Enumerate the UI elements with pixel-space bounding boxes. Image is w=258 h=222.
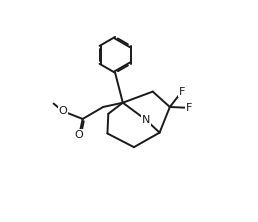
Text: O: O xyxy=(75,130,84,140)
Text: F: F xyxy=(186,103,192,113)
Text: O: O xyxy=(59,106,67,116)
Text: N: N xyxy=(142,115,150,125)
Text: F: F xyxy=(179,87,185,97)
